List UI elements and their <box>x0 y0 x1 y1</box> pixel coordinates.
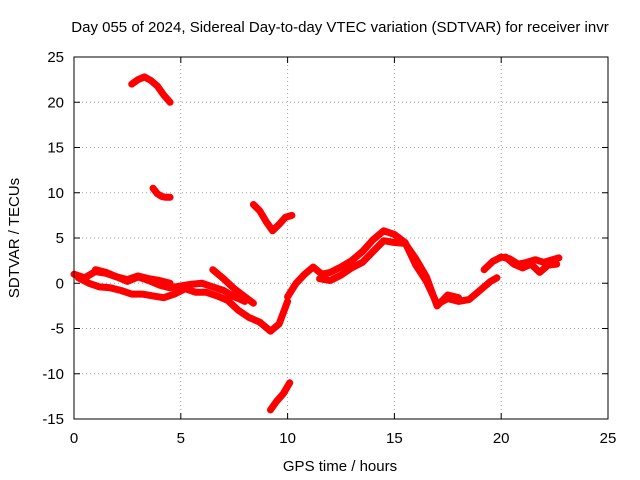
series-track-7 <box>249 201 296 235</box>
x-tick-label: 15 <box>386 430 403 447</box>
series-track-11 <box>480 253 563 274</box>
series-track-5 <box>128 73 174 106</box>
y-axis-label: SDTVAR / TECUs <box>6 178 23 298</box>
data-series <box>70 73 563 414</box>
series-track-10 <box>316 237 462 310</box>
series-track-3 <box>91 266 174 287</box>
y-tick-label: -5 <box>51 321 64 338</box>
series-track-4 <box>209 266 257 307</box>
x-tick-label: 5 <box>177 430 185 447</box>
x-tick-label: 10 <box>279 430 296 447</box>
grid-lines <box>74 57 608 419</box>
y-tick-label: 20 <box>47 94 64 111</box>
y-tick-label: -10 <box>42 366 64 383</box>
x-tick-label: 0 <box>70 430 78 447</box>
series-track-6 <box>149 184 174 201</box>
x-axis-label: GPS time / hours <box>283 458 397 475</box>
axis-ticks: 0 5 10 15 20 25 -15 -10 -5 0 5 10 15 20 25 <box>42 49 616 447</box>
x-tick-label: 20 <box>493 430 510 447</box>
y-tick-label: 15 <box>47 140 64 157</box>
series-track-2 <box>74 274 292 335</box>
series-track-12 <box>502 253 561 276</box>
y-tick-label: 0 <box>56 275 64 292</box>
chart-title: Day 055 of 2024, Sidereal Day-to-day VTE… <box>71 19 608 36</box>
series-track-9 <box>284 227 501 308</box>
y-tick-label: 10 <box>47 185 64 202</box>
x-tick-label: 25 <box>600 430 617 447</box>
y-tick-label: -15 <box>42 411 64 428</box>
y-tick-label: 5 <box>56 230 64 247</box>
y-tick-label: 25 <box>47 49 64 66</box>
series-track-8 <box>267 379 294 414</box>
